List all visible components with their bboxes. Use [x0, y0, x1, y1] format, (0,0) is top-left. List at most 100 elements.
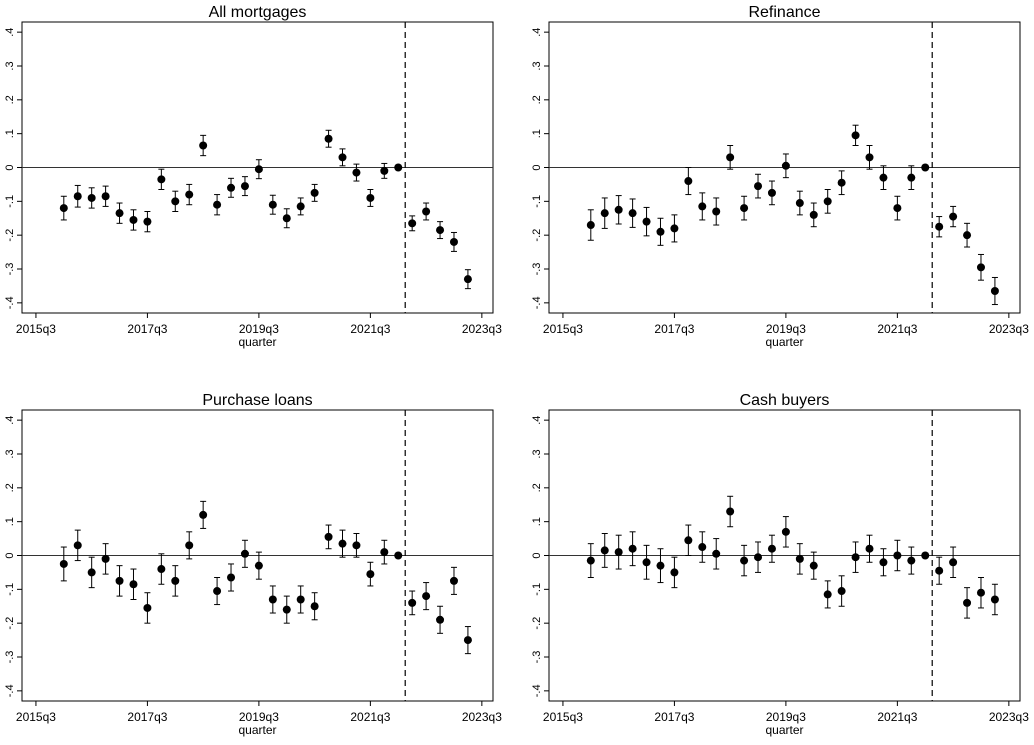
- point: [809, 210, 818, 219]
- x-axis-title: quarter: [238, 723, 276, 737]
- x-tick-label: 2021q3: [877, 710, 917, 724]
- point: [949, 558, 958, 567]
- y-tick-label: .3: [4, 449, 16, 458]
- point: [614, 548, 623, 557]
- point: [240, 549, 249, 558]
- point: [310, 602, 319, 611]
- point: [963, 598, 972, 607]
- x-axis-title: quarter: [765, 723, 803, 737]
- point: [698, 202, 707, 211]
- point: [213, 200, 222, 209]
- point: [213, 587, 222, 596]
- y-tick-label: -.2: [4, 229, 16, 242]
- x-tick-label: 2023q3: [462, 710, 502, 724]
- point: [935, 566, 944, 575]
- panel: Purchase loans .4 .3 .2 .1 0 -.1 -.2 -.3 -.4 2015q…: [4, 392, 502, 737]
- point: [684, 177, 693, 186]
- point: [73, 541, 82, 550]
- point: [408, 598, 417, 607]
- point: [837, 178, 846, 187]
- point: [227, 183, 236, 192]
- y-tick-label: .1: [4, 517, 16, 526]
- y-tick-label: 0: [4, 164, 16, 170]
- point: [422, 207, 431, 216]
- point: [282, 605, 291, 614]
- y-tick-label: -.1: [4, 583, 16, 596]
- point: [199, 141, 208, 150]
- point: [642, 217, 651, 226]
- point: [851, 131, 860, 140]
- y-tick-label: -.1: [531, 195, 543, 208]
- point: [990, 287, 999, 296]
- point: [338, 539, 347, 548]
- y-tick-label: -.2: [4, 617, 16, 630]
- point: [366, 193, 375, 202]
- y-tick-label: .4: [4, 28, 16, 37]
- point: [199, 510, 208, 519]
- point: [408, 219, 417, 228]
- x-tick-label: 2017q3: [127, 322, 167, 336]
- x-tick-label: 2023q3: [989, 322, 1029, 336]
- x-tick-label: 2019q3: [239, 322, 279, 336]
- point: [436, 615, 445, 624]
- point: [712, 549, 721, 558]
- point: [921, 551, 930, 560]
- point: [614, 205, 623, 214]
- point: [698, 543, 707, 552]
- point: [282, 214, 291, 223]
- point: [767, 188, 776, 197]
- point: [754, 182, 763, 191]
- y-tick-label: .2: [4, 95, 16, 104]
- point: [143, 603, 152, 612]
- x-tick-label: 2021q3: [877, 322, 917, 336]
- y-tick-label: .4: [531, 28, 543, 37]
- panel: Cash buyers .4 .3 .2 .1 0 -.1 -.2 -.3 -.4 2015q3 20…: [531, 392, 1029, 737]
- point: [143, 217, 152, 226]
- point: [394, 163, 403, 172]
- panel: All mortgages .4 .3 .2 .1 0 -.1 -.2 -.3 -.4 2015q3…: [4, 4, 502, 349]
- point: [712, 207, 721, 216]
- point: [879, 558, 888, 567]
- y-tick-label: -.4: [531, 296, 543, 309]
- point: [907, 556, 916, 565]
- point: [115, 209, 124, 218]
- y-tick-label: .2: [531, 95, 543, 104]
- x-tick-label: 2015q3: [543, 710, 583, 724]
- point: [422, 592, 431, 601]
- y-tick-label: .2: [531, 483, 543, 492]
- point: [436, 226, 445, 235]
- y-tick-label: -.3: [531, 651, 543, 664]
- point: [628, 209, 637, 218]
- y-tick-label: .1: [531, 517, 543, 526]
- x-tick-label: 2015q3: [16, 710, 56, 724]
- point: [851, 553, 860, 562]
- point: [463, 275, 472, 284]
- point: [59, 204, 68, 213]
- point: [366, 570, 375, 579]
- y-tick-label: -.4: [4, 684, 16, 697]
- point: [963, 231, 972, 240]
- point: [380, 548, 389, 557]
- point: [449, 576, 458, 585]
- x-tick-label: 2015q3: [543, 322, 583, 336]
- y-tick-label: .4: [4, 416, 16, 425]
- point: [795, 199, 804, 208]
- y-tick-label: .3: [531, 61, 543, 70]
- point: [670, 568, 679, 577]
- x-tick-label: 2017q3: [654, 322, 694, 336]
- panel-title: Refinance: [748, 4, 820, 21]
- point: [254, 165, 263, 174]
- point: [586, 221, 595, 230]
- x-axis-title: quarter: [238, 335, 276, 349]
- point: [310, 188, 319, 197]
- point: [115, 576, 124, 585]
- y-tick-label: -.3: [531, 263, 543, 276]
- point: [795, 554, 804, 563]
- x-tick-label: 2019q3: [766, 322, 806, 336]
- point: [600, 546, 609, 555]
- point: [907, 173, 916, 182]
- y-tick-label: 0: [531, 552, 543, 558]
- point: [865, 544, 874, 553]
- x-tick-label: 2015q3: [16, 322, 56, 336]
